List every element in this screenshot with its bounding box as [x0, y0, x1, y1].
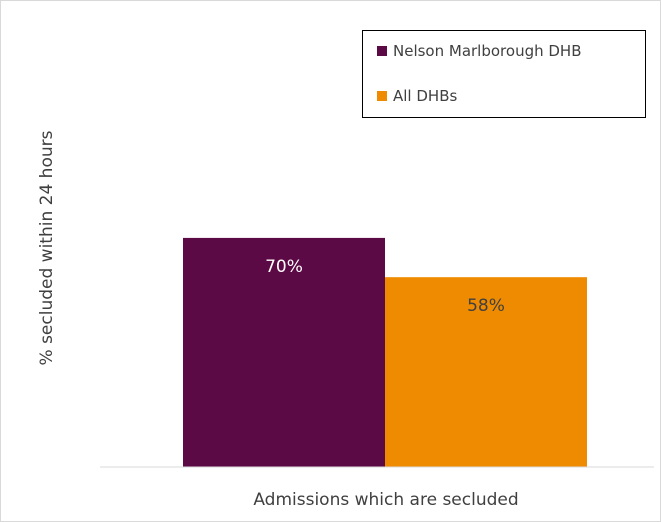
bars-layer: [183, 237, 587, 467]
x-category-label: Admissions which are secluded: [253, 490, 518, 510]
y-axis-title: % secluded within 24 hours: [37, 130, 57, 365]
legend-swatch-nelson-marlborough-dhb: [377, 46, 387, 56]
data-label-nelson-marlborough-dhb: 70%: [265, 257, 303, 277]
data-label-all-dhbs: 58%: [467, 296, 505, 316]
legend-label-nelson-marlborough-dhb: Nelson Marlborough DHB: [393, 42, 582, 60]
labels-layer: 70% 58%: [265, 257, 505, 316]
legend-item-all-dhbs: All DHBs: [377, 87, 457, 105]
chart-legend: Nelson Marlborough DHB All DHBs: [362, 30, 646, 118]
legend-label-all-dhbs: All DHBs: [393, 87, 458, 105]
bar-all-dhbs: [385, 277, 587, 467]
bar-nelson-marlborough-dhb: [183, 237, 385, 467]
legend-swatch-all-dhbs: [377, 91, 387, 101]
legend-item-nelson-marlborough-dhb: Nelson Marlborough DHB: [377, 42, 582, 60]
